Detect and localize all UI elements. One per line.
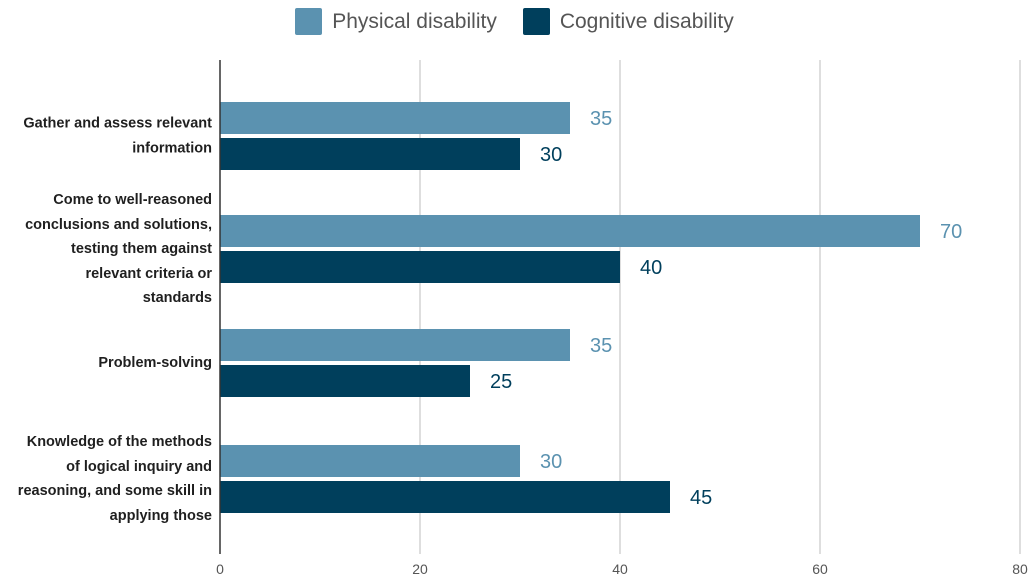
category-label-1: Come to well-reasoned conclusions and sol… bbox=[25, 191, 212, 306]
data-label-physical-2: 35 bbox=[590, 335, 612, 357]
x-tick-label-0: 0 bbox=[216, 561, 224, 577]
data-label-cognitive-3: 45 bbox=[690, 487, 712, 509]
category-label-2: Problem-solving bbox=[98, 354, 212, 371]
legend-swatch-cognitive bbox=[522, 8, 550, 35]
legend-item-physical: Physical disability bbox=[295, 8, 497, 35]
x-tick-label-60: 60 bbox=[812, 561, 828, 577]
category-label-3: Knowledge of the methods of logical inqui… bbox=[17, 434, 212, 524]
legend-swatch-physical bbox=[295, 8, 323, 35]
bar-cognitive-0 bbox=[220, 138, 520, 170]
x-tick-label-40: 40 bbox=[612, 561, 628, 577]
legend-label-cognitive: Cognitive disability bbox=[559, 9, 734, 33]
data-label-physical-0: 35 bbox=[590, 108, 612, 130]
x-tick-label-20: 20 bbox=[412, 561, 428, 577]
category-label-0: Gather and assess relevant information bbox=[23, 115, 212, 157]
data-label-physical-3: 30 bbox=[540, 451, 562, 473]
data-label-cognitive-0: 30 bbox=[540, 144, 562, 166]
chart-legend: Physical disability Cognitive disability bbox=[0, 8, 1029, 35]
data-label-cognitive-2: 25 bbox=[490, 371, 512, 393]
bar-physical-0 bbox=[220, 102, 570, 134]
bar-physical-1 bbox=[220, 215, 920, 247]
bar-cognitive-1 bbox=[220, 251, 620, 283]
bar-cognitive-3 bbox=[220, 481, 670, 513]
data-label-cognitive-1: 40 bbox=[640, 257, 662, 279]
bar-physical-2 bbox=[220, 329, 570, 361]
legend-label-physical: Physical disability bbox=[332, 9, 497, 33]
bar-cognitive-2 bbox=[220, 365, 470, 397]
x-tick-label-80: 80 bbox=[1012, 561, 1028, 577]
data-label-physical-1: 70 bbox=[940, 221, 962, 243]
bar-physical-3 bbox=[220, 445, 520, 477]
legend-item-cognitive: Cognitive disability bbox=[522, 8, 734, 35]
